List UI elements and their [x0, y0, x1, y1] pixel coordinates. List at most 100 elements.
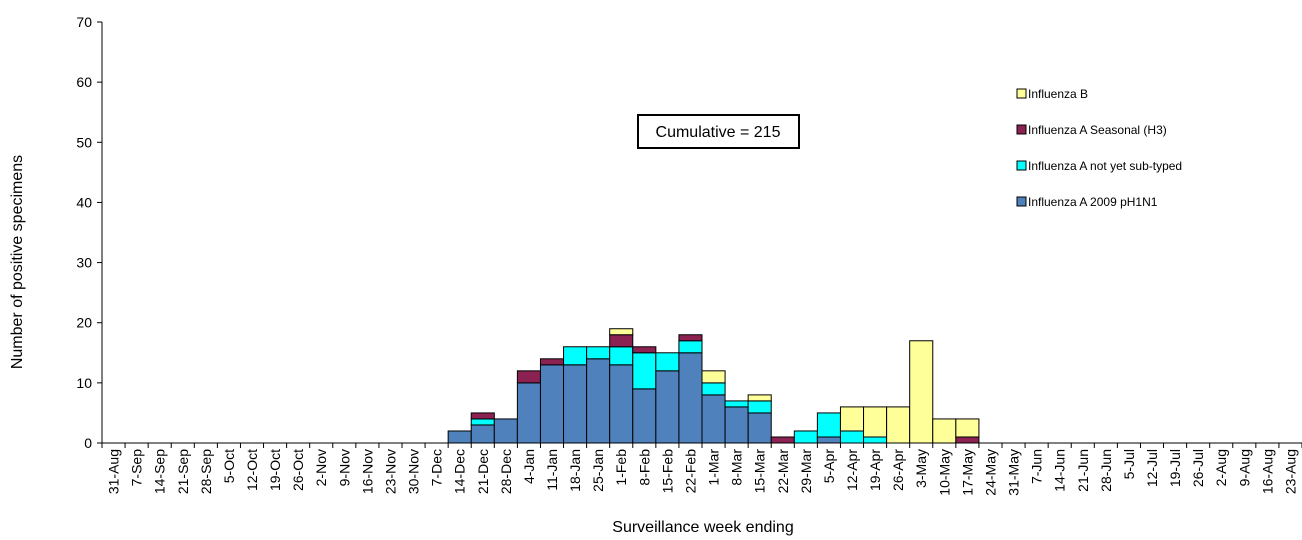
y-tick-label: 20 [76, 315, 92, 331]
x-tick-label: 7-Sep [129, 449, 145, 487]
bar-segment [793, 430, 818, 444]
bar-segment [563, 346, 588, 366]
x-tick-label: 26-Jul [1190, 449, 1206, 487]
y-tick-label: 10 [76, 375, 92, 391]
legend: Influenza B Influenza A Seasonal (H3) Infl… [1016, 87, 1182, 209]
annotation-text: Cumulative = 215 [656, 124, 781, 141]
bar-segment [724, 406, 749, 444]
legend-swatch [1016, 160, 1027, 171]
x-tick-label: 2-Aug [1213, 449, 1229, 486]
bar-segment [839, 430, 865, 444]
bar-segment [609, 334, 634, 348]
x-tick-label: 28-Sep [198, 449, 214, 494]
bar-segment [678, 352, 703, 444]
y-axis: 0 10 20 30 40 50 60 70 [76, 14, 103, 451]
y-tick-label: 50 [76, 134, 92, 150]
x-tick-label: 7-Jun [1029, 449, 1045, 484]
bar-segment [609, 346, 634, 366]
x-tick-label: 31-Aug [106, 449, 122, 494]
x-tick-label: 2-Nov [313, 449, 329, 486]
bar-segment [747, 400, 772, 414]
x-tick-label: 23-Aug [1282, 449, 1298, 494]
bar-segment [632, 388, 657, 444]
bar-segment [539, 364, 565, 444]
x-tick-label: 8-Mar [729, 449, 745, 486]
bar-segment [770, 436, 795, 444]
annotation-box [637, 114, 800, 149]
x-tick-label: 12-Jul [1144, 449, 1160, 487]
y-tick-label: 30 [76, 255, 92, 271]
bar-segment [447, 430, 472, 444]
bar-segment [816, 412, 841, 438]
x-tick-label: 18-Jan [567, 449, 583, 492]
x-tick-label: 5-Jul [1121, 449, 1137, 479]
x-tick-label: 4-Jan [521, 449, 537, 484]
x-tick-label: 8-Feb [636, 449, 652, 486]
bar-segment [632, 346, 657, 354]
bar-segment [747, 394, 772, 402]
legend-label: Influenza A not yet sub-typed [1028, 159, 1182, 173]
bar-segment [586, 346, 611, 360]
legend-swatch [1016, 124, 1027, 135]
y-axis-title: Number of positive specimens [9, 155, 26, 369]
bar-segment [539, 358, 565, 366]
bar-segment [701, 394, 726, 444]
bar-segment [747, 412, 772, 444]
legend-swatch [1016, 196, 1027, 207]
bar-segment [909, 340, 934, 444]
y-tick-label: 40 [76, 194, 92, 210]
x-tick-label: 3-May [913, 449, 929, 488]
x-tick-label: 12-Oct [244, 449, 260, 491]
x-tick-label: 28-Dec [498, 449, 514, 494]
x-tick-label: 19-Jul [1167, 449, 1183, 487]
x-tick-label: 28-Jun [1098, 449, 1114, 492]
legend-swatch [1016, 88, 1027, 99]
bar-segment [470, 412, 495, 420]
x-tick-label: 22-Feb [682, 449, 698, 494]
x-tick-label: 31-May [1006, 449, 1022, 496]
x-tick-label: 21-Jun [1075, 449, 1091, 492]
legend-label: Influenza A Seasonal (H3) [1028, 123, 1167, 137]
bar-segment [724, 400, 749, 408]
x-tick-label: 17-May [959, 449, 975, 496]
x-tick-label: 5-Oct [221, 449, 237, 483]
x-tick-label: 29-Mar [798, 449, 814, 494]
y-tick-label: 0 [84, 435, 92, 451]
bar-segment [493, 418, 518, 444]
bar-segment [839, 406, 865, 432]
x-tick-label: 14-Jun [1052, 449, 1068, 492]
x-tick-label: 30-Nov [406, 449, 422, 494]
x-tick-label: 25-Jan [590, 449, 606, 492]
bar-segment [955, 436, 980, 444]
bar-segment [816, 436, 841, 444]
x-tick-label: 22-Mar [775, 449, 791, 494]
x-tick-label: 11-Jan [544, 449, 560, 491]
x-tick-label: 1-Feb [613, 449, 629, 486]
x-tick-label: 16-Aug [1259, 449, 1275, 494]
bar-segment [678, 340, 703, 354]
x-axis: 31-Aug 7-Sep 14-Sep 21-Sep 28-Sep 5-Oct 12-Oct… [101, 442, 1302, 496]
x-tick-label: 16-Nov [359, 449, 375, 494]
bar-segment [632, 352, 657, 390]
bar-segment [470, 424, 495, 444]
bar-segment [563, 364, 588, 444]
y-tick-label: 60 [76, 74, 92, 90]
bar-segment [886, 406, 911, 444]
x-tick-label: 7-Dec [429, 449, 445, 486]
bar-segment [609, 328, 634, 336]
y-tick-label: 70 [76, 14, 92, 30]
x-tick-label: 14-Dec [452, 449, 468, 494]
bar-segment [609, 364, 634, 444]
legend-label: Influenza B [1028, 87, 1088, 101]
x-tick-label: 24-May [982, 449, 998, 496]
bar-segment [655, 370, 680, 444]
bar-segment [586, 358, 611, 444]
x-tick-label: 19-Apr [867, 449, 883, 491]
x-tick-label: 1-Mar [706, 449, 722, 486]
bar-segment [701, 382, 726, 396]
bar-segment [516, 382, 541, 444]
bar-segment [470, 418, 495, 426]
x-tick-label: 9-Aug [1236, 449, 1252, 486]
x-tick-label: 21-Dec [475, 449, 491, 494]
